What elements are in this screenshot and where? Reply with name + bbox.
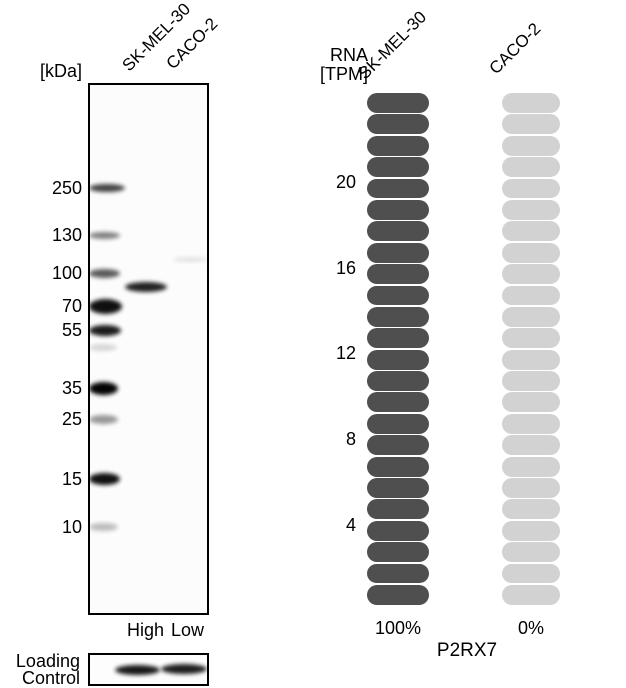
tpm-segment [367,157,429,178]
rna-percent-caco-2: 0% [517,618,544,638]
kda-unit-label: [kDa] [39,61,82,81]
gene-name-label: P2RX7 [436,640,498,661]
tpm-segment [367,328,429,349]
tpm-segment [502,435,560,456]
target-protein-band [125,282,167,292]
tpm-segment [502,584,560,605]
tpm-segment [502,456,560,477]
tpm-segment [502,306,560,327]
faint-band [90,343,117,351]
tpm-segment [367,520,429,541]
tpm-segment [502,542,560,563]
kda-tick-250: 250 [51,178,82,198]
tpm-segment [502,285,560,306]
kda-tick-10: 10 [61,517,82,537]
rna-percent-sk-mel-30: 100% [374,618,422,638]
tpm-segment [367,349,429,370]
tpm-segment [367,392,429,413]
loading-control-label-line2: Control [21,668,80,688]
tpm-segment [367,114,429,135]
wb-expression-annotation: High Low [118,620,213,641]
tpm-segment [367,178,429,199]
tpm-segment [502,478,560,498]
wb-expression-high-label: High [126,620,164,640]
rna-tick-4: 4 [345,514,356,535]
tpm-segment [502,199,560,220]
loading-control-band [161,664,207,674]
tpm-segment [367,371,429,391]
tpm-segment [367,413,429,434]
kda-tick-15: 15 [61,469,82,489]
tpm-segment [367,306,429,327]
tpm-segment [502,264,560,285]
tpm-segment [502,520,560,541]
tpm-segment [367,135,429,156]
ladder-band-15 [90,473,120,485]
rna-bar-caco-2 [502,93,560,605]
tpm-segment [367,542,429,563]
rna-bar-sk-mel-30 [367,93,429,605]
tpm-segment [367,199,429,220]
kda-tick-130: 130 [51,225,82,245]
rna-tick-8: 8 [345,429,356,450]
tpm-segment [502,157,560,178]
loading-control-label: Loading Control [4,651,80,688]
wb-membrane [88,83,209,615]
tpm-segment [367,242,429,263]
tpm-segment [502,349,560,370]
rna-tick-16: 16 [335,257,356,278]
tpm-segment [502,135,560,156]
kda-tick-70: 70 [61,296,82,316]
rna-axis-title: RNA [TPM] [298,46,368,84]
kda-tick-100: 100 [51,263,82,283]
tpm-segment [502,328,560,349]
tpm-segment [367,435,429,456]
tpm-segment [367,584,429,605]
ladder-band-100 [90,268,120,278]
wb-expression-low-label: Low [171,620,205,640]
tpm-segment [502,93,560,113]
tpm-segment [502,242,560,263]
tpm-segment [502,563,560,584]
tpm-segment [502,499,560,520]
tpm-segment [367,563,429,584]
ladder-band-10 [90,523,118,531]
tpm-segment [367,264,429,285]
tpm-segment [367,93,429,113]
kda-tick-35: 35 [61,378,82,398]
tpm-segment [367,285,429,306]
loading-control-band [115,665,160,675]
ladder-band-25 [90,414,118,424]
tpm-segment [502,392,560,413]
kda-tick-25: 25 [61,409,82,429]
tpm-segment [502,221,560,242]
tpm-segment [367,456,429,477]
kda-tick-55: 55 [61,320,82,340]
tpm-segment [367,499,429,520]
ladder-band-130 [90,231,120,239]
ladder-band-35 [90,381,118,395]
ladder-band-70 [90,298,122,314]
ladder-band-55 [90,324,121,336]
tpm-segment [502,371,560,391]
rna-tick-20: 20 [335,172,356,193]
tpm-segment [502,413,560,434]
rna-tick-12: 12 [335,343,356,364]
loading-control-label-line1: Loading [15,651,80,671]
tpm-segment [367,221,429,242]
rna-axis-title-line1: RNA [329,45,368,65]
tpm-segment [502,114,560,135]
rna-axis-title-line2: [TPM] [320,64,368,84]
ladder-band-250 [90,184,125,192]
faint-band [173,256,207,262]
tpm-segment [367,478,429,498]
loading-control-membrane [88,653,209,686]
tpm-segment [502,178,560,199]
